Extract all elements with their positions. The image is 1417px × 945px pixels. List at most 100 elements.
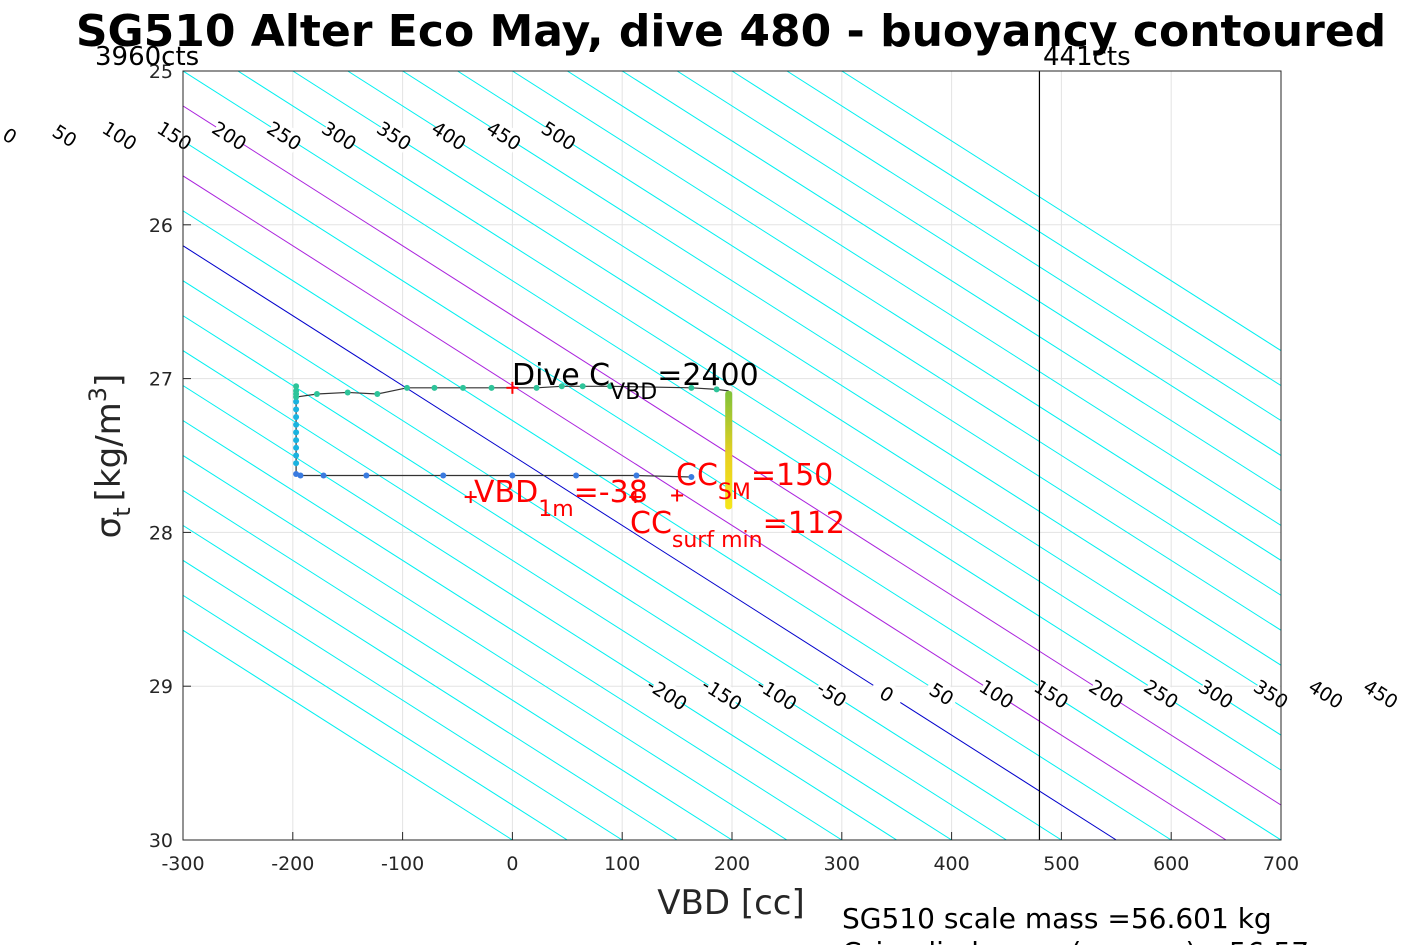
data-point — [293, 406, 300, 413]
contour-label-bg — [539, 117, 579, 154]
data-point — [688, 474, 695, 481]
contour-label-bg — [1141, 676, 1181, 712]
x-axis-label: VBD [cc] — [657, 883, 805, 923]
contour-line — [183, 280, 1062, 840]
x-tick-label: -100 — [381, 853, 424, 875]
contour-line — [183, 419, 843, 840]
y-axis-sigma: σ — [89, 517, 129, 539]
y-axis-unit: [kg/m — [89, 402, 129, 501]
contour-line — [183, 594, 568, 840]
data-point — [320, 472, 327, 479]
contour-label-bg — [319, 117, 359, 154]
contour-label-bg — [867, 676, 907, 712]
contour-line — [183, 315, 1007, 840]
contour-line — [183, 71, 1281, 771]
data-point — [688, 384, 695, 391]
vbd-1m-sub: 1m — [538, 497, 573, 522]
data-point — [488, 384, 495, 391]
data-point — [293, 394, 300, 401]
data-point — [297, 472, 304, 479]
contour-label-bg — [484, 117, 524, 154]
dive-trajectory — [293, 383, 733, 510]
contour-line — [183, 140, 1281, 840]
contour-label-bg — [1306, 676, 1346, 712]
contour-line — [841, 71, 1281, 352]
contour-label-bg — [374, 117, 414, 154]
data-point — [344, 389, 351, 396]
data-point — [293, 421, 300, 428]
x-tick-label: 500 — [1043, 853, 1079, 875]
data-point — [633, 472, 640, 479]
contour-label-bg — [922, 676, 962, 712]
data-point — [293, 414, 300, 421]
data-point — [363, 472, 370, 479]
contour-line — [183, 210, 1172, 840]
contour-line — [402, 71, 1281, 631]
y-tick-label: 27 — [149, 369, 173, 391]
contour-label-bg — [45, 117, 85, 154]
contour-line — [621, 71, 1281, 492]
contour-line — [183, 245, 1117, 840]
footer-implied-mass: C_implied mass (apogee) =56.57 — [842, 936, 1309, 945]
cc-sm-sub: SM — [718, 480, 751, 505]
cc-surf-value: =112 — [763, 506, 845, 541]
x-tick-label: -200 — [271, 853, 314, 875]
contour-label: 100 — [98, 117, 140, 155]
contour-line — [183, 559, 623, 840]
contour-label-bg — [1196, 676, 1236, 712]
data-point — [313, 390, 320, 397]
data-point — [293, 383, 300, 390]
contour-label-bg — [977, 676, 1017, 712]
data-point — [403, 384, 410, 391]
y-tick-label: 29 — [149, 676, 173, 698]
data-point — [573, 472, 580, 479]
contour-label-bg — [265, 117, 304, 154]
cc-sm-main: CC — [676, 458, 718, 493]
data-point — [558, 383, 565, 390]
contour-label-bg — [702, 676, 742, 712]
x-tick-label: -300 — [161, 853, 204, 875]
y-axis-label: σt [kg/m3] — [84, 374, 136, 539]
cc-surf-main: CC — [630, 506, 672, 541]
x-tick-label: 600 — [1153, 853, 1189, 875]
y-axis-exp: 3 — [84, 387, 112, 402]
cc-surf-min-annotation: CCsurf min=112 — [630, 506, 845, 553]
cc-sm-annotation: CCSM=150 — [676, 458, 833, 505]
chart-title: SG510 Alter Eco May, dive 480 - buoyancy… — [76, 6, 1386, 57]
y-axis-sub: t — [108, 507, 136, 516]
data-point — [713, 386, 720, 393]
top-right-count-label: 441cts — [1043, 42, 1131, 72]
contour-line — [786, 71, 1281, 387]
contour-line — [237, 71, 1281, 736]
trajectory-tail — [725, 390, 733, 510]
contour-label: 500 — [1414, 676, 1417, 714]
contour-line — [457, 71, 1281, 596]
contour-line — [183, 175, 1227, 840]
x-tick-label: 100 — [604, 853, 640, 875]
data-point — [509, 472, 516, 479]
vbd-1m-value: =-38 — [574, 475, 648, 510]
vbd-1m-annotation: VBD1m=-38 — [474, 475, 648, 522]
x-tick-label: 400 — [933, 853, 969, 875]
data-point — [579, 383, 586, 390]
contour-label-bg — [757, 676, 797, 712]
contour-label-bg — [100, 117, 140, 154]
contour-line — [183, 489, 733, 840]
y-tick-label: 25 — [149, 61, 173, 83]
data-point — [440, 472, 447, 479]
contour-line — [676, 71, 1281, 457]
dive-c-sub: VBD — [610, 380, 657, 405]
data-point — [293, 452, 300, 459]
contour-label-bg — [647, 676, 687, 712]
data-point — [374, 390, 381, 397]
vbd-1m-main: VBD — [474, 475, 538, 510]
contour-label-bg — [1361, 676, 1401, 712]
axes: -300 -200 -100 0 100 200 300 400 500 600 700 25 26 27… — [149, 61, 1299, 875]
y-tick-label: 30 — [149, 830, 173, 852]
x-tick-label: 0 — [506, 853, 518, 875]
dive-c-value: =2400 — [657, 358, 758, 393]
cc-sm-value: =150 — [751, 458, 833, 493]
x-tick-label: 300 — [824, 853, 860, 875]
contour-line — [567, 71, 1281, 527]
